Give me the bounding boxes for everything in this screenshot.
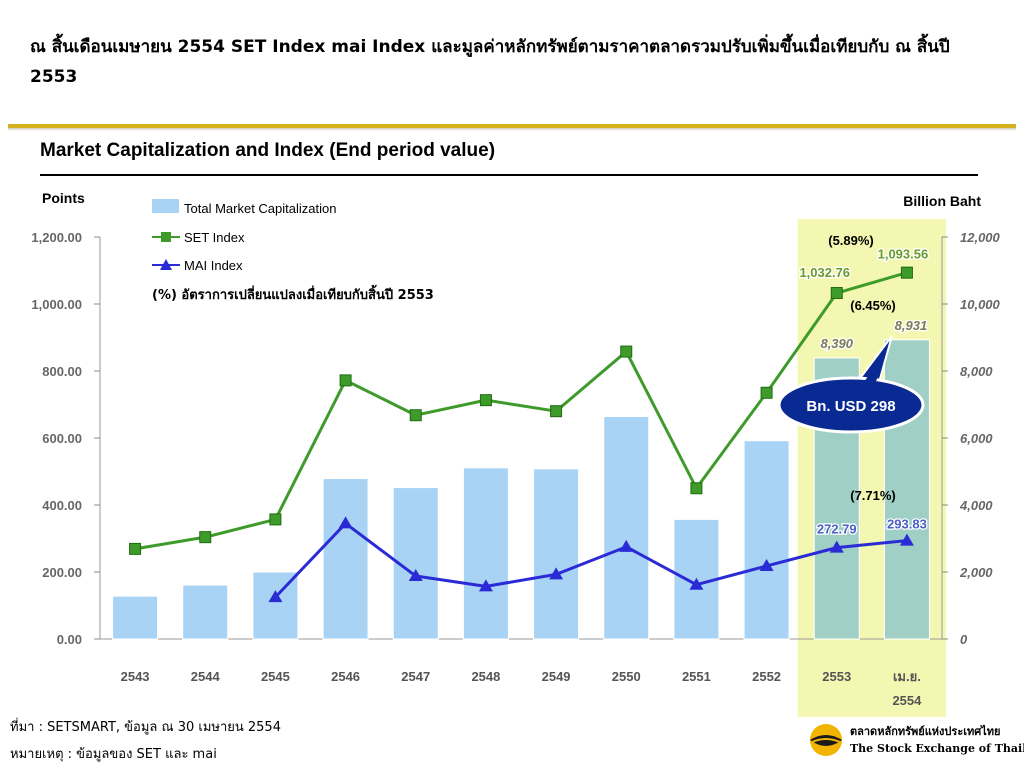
right-tick-label: 2,000	[959, 565, 993, 580]
right-tick-label: 10,000	[960, 297, 1001, 312]
x-tick-label: 2554	[892, 693, 922, 708]
x-tick-label: 2545	[261, 669, 290, 684]
mai-index-line	[274, 521, 908, 599]
right-tick-label: 0	[960, 632, 968, 647]
x-tick-label: 2544	[191, 669, 221, 684]
set-index-point	[339, 374, 352, 387]
set-index-point	[620, 345, 633, 358]
x-tick-label: 2548	[471, 669, 500, 684]
x-tick-label: 2553	[822, 669, 851, 684]
legend-label-market-cap: Total Market Capitalization	[184, 201, 336, 216]
mai-index-point	[689, 577, 704, 590]
set-logo-icon	[810, 724, 842, 756]
left-tick-label: 200.00	[42, 565, 82, 580]
x-tick-label: เม.ย.	[893, 669, 921, 684]
x-tick-label: 2547	[401, 669, 430, 684]
data-label-set-2553: 1,032.76	[799, 265, 850, 280]
set-index-point	[900, 266, 913, 279]
data-label-mai-2553: 272.79	[817, 522, 857, 537]
set-index-line	[134, 271, 908, 551]
set-index-point	[269, 513, 282, 526]
set-index-point	[690, 482, 703, 495]
set-index-point	[830, 287, 843, 300]
legend-marker-set	[161, 232, 171, 242]
left-tick-label: 600.00	[42, 431, 82, 446]
change-label-set: (5.89%)	[828, 233, 874, 248]
mai-index-point	[549, 567, 564, 580]
logo-text-thai: ตลาดหลักทรัพย์แห่งประเทศไทย	[850, 725, 1001, 738]
change-label-mai: (7.71%)	[850, 488, 896, 503]
mai-index-point	[899, 533, 914, 546]
mai-index-point	[338, 516, 353, 529]
chart-title: Market Capitalization and Index (End per…	[40, 140, 496, 161]
callout-text: Bn. USD 298	[806, 398, 895, 415]
x-tick-label: 2546	[331, 669, 360, 684]
right-tick-label: 8,000	[960, 364, 993, 379]
logo-text-english: The Stock Exchange of Thailand	[850, 742, 1024, 755]
mai-index-point	[268, 590, 283, 603]
mai-index-point	[829, 540, 844, 553]
x-tick-label: 2552	[752, 669, 781, 684]
combo-chart: 0.00 200.00 400.00 600.00 800.00 1,000.00 1,20…	[31, 190, 1001, 717]
title-divider-shadow	[8, 128, 1016, 131]
set-index-point	[199, 531, 212, 544]
right-axis-label: Billion Baht	[903, 193, 981, 209]
legend-label-set: SET Index	[184, 230, 245, 245]
bar-market-cap	[462, 467, 509, 640]
mai-index-point	[759, 558, 774, 571]
callout-pointer-fill	[863, 344, 888, 388]
bar-market-cap	[533, 468, 580, 640]
bar-market-cap	[182, 584, 229, 640]
left-tick-label: 0.00	[57, 632, 82, 647]
data-label-set-2554: 1,093.56	[878, 247, 929, 262]
legend-marker-mai	[160, 259, 172, 270]
legend-label-mai: MAI Index	[184, 258, 243, 273]
chart-title-rule	[40, 174, 978, 176]
title-divider	[8, 124, 1016, 128]
callout-bubble	[777, 376, 925, 434]
legend-swatch-market-cap	[152, 199, 179, 213]
source-note: ที่มา : SETSMART, ข้อมูล ณ 30 เมษายน 255…	[10, 720, 281, 735]
set-logo: ตลาดหลักทรัพย์แห่งประเทศไทย The Stock Ex…	[808, 722, 1024, 762]
x-tick-label: 2551	[682, 669, 711, 684]
mai-index-point	[619, 539, 634, 552]
left-tick-label: 400.00	[42, 498, 82, 513]
right-tick-label: 4,000	[959, 498, 993, 513]
data-label-cap-2553: 8,390	[820, 336, 853, 351]
bar-market-cap	[743, 440, 790, 640]
slide-title: ณ สิ้นเดือนเมษายน 2554 SET Index mai Ind…	[30, 37, 950, 87]
x-tick-label: 2543	[121, 669, 150, 684]
set-index-point	[409, 409, 422, 422]
mai-index-point	[408, 569, 423, 582]
right-tick-label: 6,000	[960, 431, 993, 446]
left-axis-label: Points	[42, 190, 85, 206]
mai-index-point	[478, 579, 493, 592]
x-tick-label: 2549	[542, 669, 571, 684]
bar-market-cap	[322, 478, 369, 640]
legend-note-change: (%) อัตราการเปลี่ยนแปลงเมื่อเทียบกับสิ้น…	[152, 284, 434, 303]
left-tick-label: 1,200.00	[31, 230, 82, 245]
bar-market-cap	[112, 595, 159, 640]
left-tick-label: 1,000.00	[31, 297, 82, 312]
x-tick-label: 2550	[612, 669, 641, 684]
right-tick-label: 12,000	[960, 230, 1001, 245]
left-tick-label: 800.00	[42, 364, 82, 379]
data-label-cap-2554: 8,931	[895, 318, 928, 333]
remark-note: หมายเหตุ : ข้อมูลของ SET และ mai	[10, 747, 217, 762]
set-index-point	[550, 405, 563, 418]
data-label-mai-2554: 293.83	[887, 517, 927, 532]
set-index-point	[479, 394, 492, 407]
set-index-point	[129, 542, 142, 555]
change-label-cap: (6.45%)	[850, 298, 896, 313]
set-index-point	[760, 386, 773, 399]
bar-market-cap	[603, 416, 650, 640]
